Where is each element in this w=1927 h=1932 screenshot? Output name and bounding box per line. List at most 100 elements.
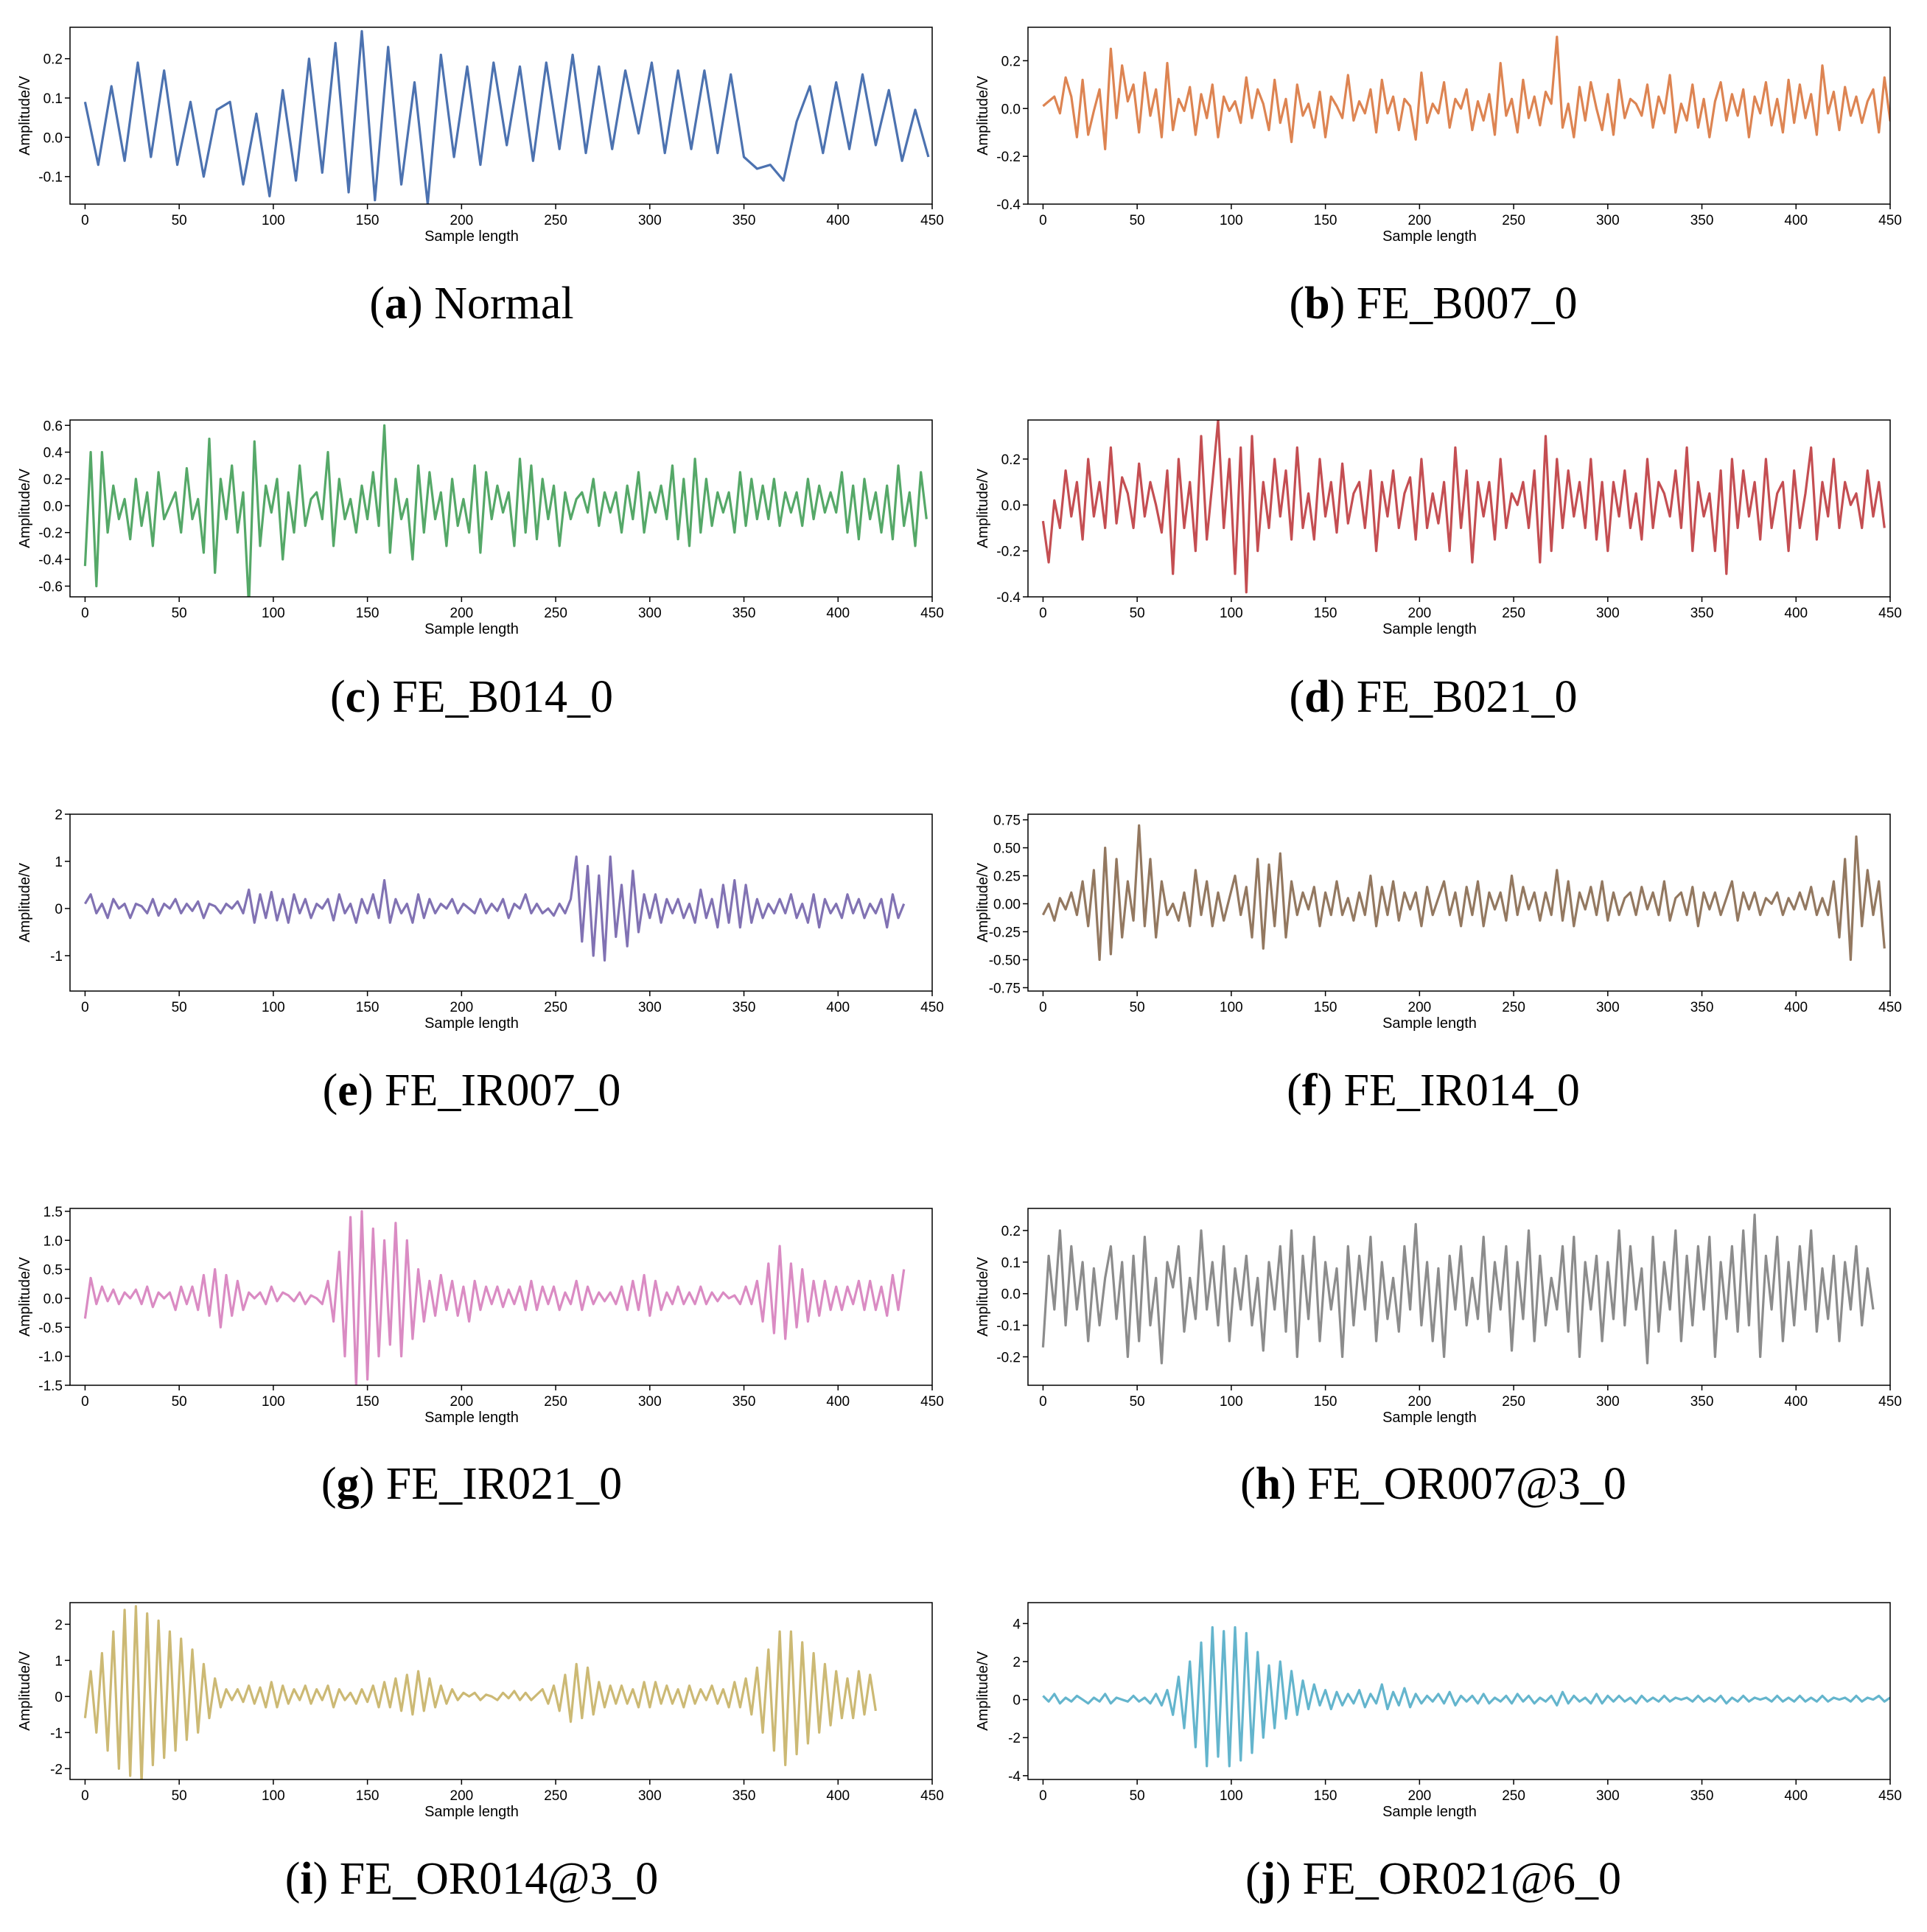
y-tick-label: 0.00 bbox=[993, 897, 1021, 913]
x-tick-label: 450 bbox=[920, 606, 944, 621]
subplot-c: 0 50 100 150 200 250 300 350 400 450 -0.6 -0.4 -0.2 0… bbox=[17, 419, 944, 722]
x-tick-label: 50 bbox=[172, 606, 187, 621]
x-tick-label: 150 bbox=[356, 1788, 380, 1804]
subplot-h: 0 50 100 150 200 250 300 350 400 450 -0.2 -0.1 0.0 0.… bbox=[975, 1208, 1902, 1509]
x-tick-label: 300 bbox=[1596, 1394, 1620, 1410]
x-tick-label: 350 bbox=[1690, 1000, 1714, 1015]
subplot-e: 0 50 100 150 200 250 300 350 400 450 -1 0 1 2 Sample l… bbox=[17, 808, 944, 1116]
x-tick-label: 200 bbox=[450, 1000, 474, 1015]
plot-frame-i bbox=[69, 1602, 933, 1780]
x-tick-label: 300 bbox=[1596, 1788, 1620, 1804]
caption-letter: e bbox=[338, 1065, 358, 1116]
caption-title: FE_OR021@6_0 bbox=[1302, 1854, 1621, 1904]
y-tick-label: 2 bbox=[55, 808, 63, 823]
x-tick-label: 400 bbox=[826, 1000, 850, 1015]
x-tick-label: 400 bbox=[1784, 1394, 1808, 1410]
x-tick-label: 450 bbox=[1878, 1788, 1902, 1804]
plot-frame-g bbox=[69, 1208, 933, 1386]
y-tick-label: 0.6 bbox=[43, 419, 63, 434]
x-tick-label: 400 bbox=[826, 1394, 850, 1410]
subplot-f: 0 50 100 150 200 250 300 350 400 450 -0.75 -0.50 -0.… bbox=[975, 813, 1902, 1116]
y-tick-label: 0.2 bbox=[1001, 54, 1021, 69]
y-tick-label: 0.2 bbox=[43, 472, 63, 488]
y-axis-label: Amplitude/V bbox=[975, 468, 991, 547]
x-tick-label: 250 bbox=[544, 213, 567, 228]
subplot-b: 0 50 100 150 200 250 300 350 400 450 -0.4 -0.2 0.0 0.… bbox=[975, 27, 1902, 329]
x-tick-label: 150 bbox=[1314, 606, 1337, 621]
x-tick-label: 0 bbox=[1039, 1788, 1047, 1804]
x-tick-label: 100 bbox=[262, 213, 285, 228]
x-tick-label: 350 bbox=[1690, 606, 1714, 621]
caption-letter: g bbox=[337, 1459, 360, 1509]
caption-title: FE_IR007_0 bbox=[385, 1065, 620, 1116]
x-tick-label: 100 bbox=[262, 1394, 285, 1410]
caption-letter: d bbox=[1304, 672, 1329, 722]
y-tick-label: 1.0 bbox=[43, 1233, 63, 1249]
y-axis-label: Amplitude/V bbox=[17, 862, 33, 942]
y-axis-label: Amplitude/V bbox=[975, 862, 991, 942]
x-tick-label: 0 bbox=[1039, 1394, 1047, 1410]
caption-title: FE_B021_0 bbox=[1357, 672, 1578, 722]
x-tick-label: 150 bbox=[1314, 1000, 1337, 1015]
x-tick-label: 150 bbox=[356, 606, 380, 621]
x-axis-label: Sample length bbox=[1382, 228, 1477, 245]
x-tick-label: 0 bbox=[81, 1788, 89, 1804]
y-tick-label: -0.2 bbox=[996, 1350, 1021, 1365]
y-tick-label: -0.2 bbox=[996, 545, 1021, 560]
plot-frame-f bbox=[1027, 813, 1891, 992]
plot-frame-h bbox=[1027, 1208, 1891, 1386]
series-line-b bbox=[1042, 35, 1890, 150]
y-axis-label: Amplitude/V bbox=[975, 75, 991, 155]
y-tick-label: -1 bbox=[50, 1726, 63, 1741]
caption-letter: c bbox=[346, 672, 366, 722]
x-tick-label: 200 bbox=[450, 1788, 474, 1804]
x-tick-label: 250 bbox=[1502, 213, 1525, 228]
y-tick-label: -0.25 bbox=[989, 925, 1021, 940]
subplot-caption: (a) Normal bbox=[369, 279, 573, 329]
y-tick-label: 1 bbox=[55, 1653, 63, 1669]
x-tick-label: 300 bbox=[1596, 1000, 1620, 1015]
y-tick-label: 0.25 bbox=[993, 869, 1021, 885]
x-tick-label: 250 bbox=[1502, 1000, 1525, 1015]
x-axis-label: Sample length bbox=[424, 1804, 519, 1820]
x-axis-label: Sample length bbox=[424, 228, 519, 245]
caption-letter: j bbox=[1260, 1854, 1276, 1904]
x-axis-label: Sample length bbox=[424, 1410, 519, 1426]
y-axis-label: Amplitude/V bbox=[17, 75, 33, 155]
y-tick-label: -0.6 bbox=[38, 579, 63, 595]
y-tick-label: -4 bbox=[1008, 1769, 1021, 1785]
x-tick-label: 150 bbox=[356, 213, 380, 228]
x-tick-label: 450 bbox=[920, 213, 944, 228]
y-tick-label: 0.0 bbox=[1001, 102, 1021, 117]
x-tick-label: 50 bbox=[1130, 213, 1145, 228]
x-tick-label: 350 bbox=[1690, 213, 1714, 228]
plot-frame-j bbox=[1027, 1602, 1891, 1780]
x-tick-label: 450 bbox=[920, 1788, 944, 1804]
x-tick-label: 200 bbox=[1408, 1000, 1432, 1015]
series-line-j bbox=[1042, 1625, 1890, 1768]
x-tick-label: 100 bbox=[262, 606, 285, 621]
x-tick-label: 100 bbox=[262, 1000, 285, 1015]
caption-title: Normal bbox=[434, 279, 573, 329]
plot-frame-e bbox=[69, 813, 933, 992]
subplot-a: 0 50 100 150 200 250 300 350 400 450 -0.1 0.0 0.1 0.2… bbox=[17, 27, 944, 329]
x-tick-label: 50 bbox=[172, 1788, 187, 1804]
caption-title: FE_IR021_0 bbox=[386, 1459, 622, 1509]
caption-letter: i bbox=[300, 1854, 312, 1904]
x-tick-label: 250 bbox=[544, 606, 567, 621]
x-tick-label: 250 bbox=[1502, 1394, 1525, 1410]
x-tick-label: 100 bbox=[1220, 606, 1243, 621]
y-axis-label: Amplitude/V bbox=[975, 1256, 991, 1336]
x-tick-label: 350 bbox=[1690, 1788, 1714, 1804]
y-tick-label: 0.0 bbox=[1001, 498, 1021, 514]
y-tick-label: 1 bbox=[55, 855, 63, 870]
x-tick-label: 350 bbox=[1690, 1394, 1714, 1410]
series-line-c bbox=[83, 424, 928, 597]
x-axis-label: Sample length bbox=[424, 1015, 519, 1032]
x-tick-label: 300 bbox=[638, 1788, 662, 1804]
x-tick-label: 250 bbox=[1502, 1788, 1525, 1804]
subplot-caption: (b) FE_B007_0 bbox=[1289, 279, 1577, 329]
y-tick-label: -0.75 bbox=[989, 981, 1021, 996]
x-tick-label: 200 bbox=[1408, 606, 1432, 621]
